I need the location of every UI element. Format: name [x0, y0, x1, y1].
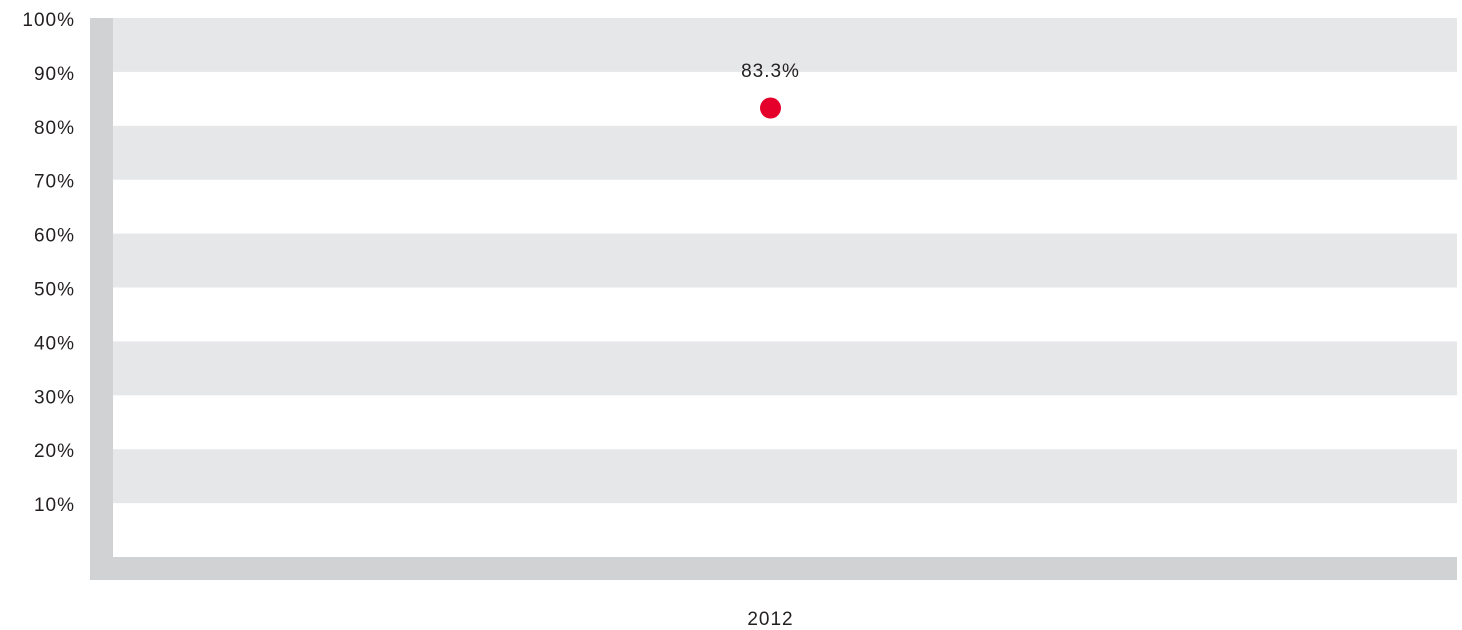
- grid-band: [113, 341, 1457, 396]
- x-tick-label: 2012: [747, 609, 793, 630]
- y-tick-label: 60%: [34, 226, 75, 247]
- y-tick-label: 80%: [34, 118, 75, 139]
- grid-band: [113, 449, 1457, 504]
- value-label: 83.3%: [741, 61, 800, 82]
- x-axis-bar: [90, 557, 1457, 580]
- grid-band: [113, 18, 1457, 72]
- y-tick-label: 10%: [34, 495, 75, 516]
- y-tick-label: 50%: [34, 280, 75, 301]
- grid-band: [113, 233, 1457, 288]
- grid-band: [113, 125, 1457, 180]
- y-tick-label: 90%: [34, 64, 75, 85]
- y-tick-label: 40%: [34, 333, 75, 354]
- point: [760, 97, 781, 119]
- y-axis-bar: [90, 18, 113, 580]
- y-tick-label: 20%: [34, 441, 75, 462]
- y-tick-label: 70%: [34, 172, 75, 193]
- y-tick-label: 30%: [34, 387, 75, 408]
- y-tick-label: 100%: [22, 10, 75, 31]
